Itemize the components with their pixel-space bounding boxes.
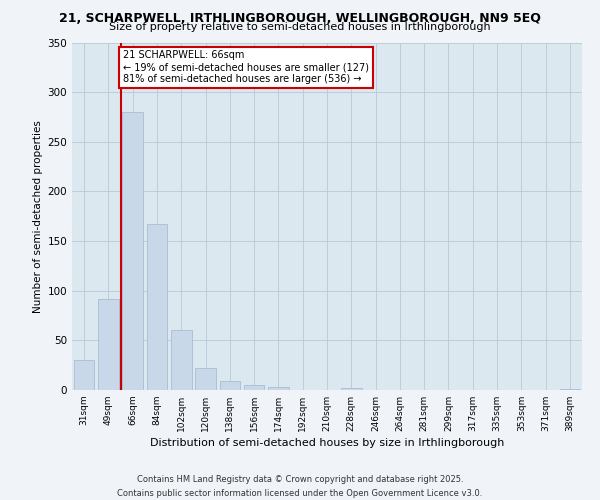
Bar bbox=[98, 298, 119, 390]
Y-axis label: Number of semi-detached properties: Number of semi-detached properties bbox=[33, 120, 43, 312]
Bar bbox=[195, 368, 216, 390]
Text: 21, SCHARPWELL, IRTHLINGBOROUGH, WELLINGBOROUGH, NN9 5EQ: 21, SCHARPWELL, IRTHLINGBOROUGH, WELLING… bbox=[59, 12, 541, 26]
Text: 21 SCHARPWELL: 66sqm
← 19% of semi-detached houses are smaller (127)
81% of semi: 21 SCHARPWELL: 66sqm ← 19% of semi-detac… bbox=[123, 50, 369, 84]
Bar bbox=[560, 389, 580, 390]
Bar bbox=[244, 385, 265, 390]
Bar bbox=[122, 112, 143, 390]
Bar bbox=[341, 388, 362, 390]
Text: Size of property relative to semi-detached houses in Irthlingborough: Size of property relative to semi-detach… bbox=[109, 22, 491, 32]
Bar bbox=[146, 224, 167, 390]
Text: Contains HM Land Registry data © Crown copyright and database right 2025.
Contai: Contains HM Land Registry data © Crown c… bbox=[118, 476, 482, 498]
Bar bbox=[268, 387, 289, 390]
Bar bbox=[74, 360, 94, 390]
X-axis label: Distribution of semi-detached houses by size in Irthlingborough: Distribution of semi-detached houses by … bbox=[150, 438, 504, 448]
Bar bbox=[171, 330, 191, 390]
Bar bbox=[220, 381, 240, 390]
